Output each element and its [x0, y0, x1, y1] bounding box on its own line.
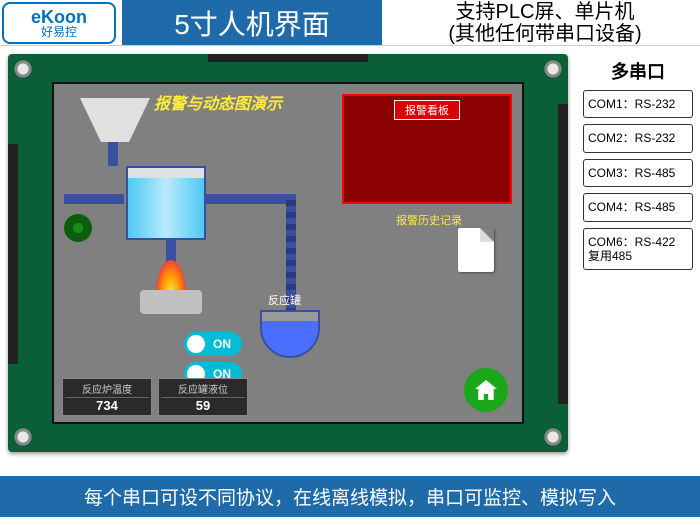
mount-hole-icon — [12, 58, 34, 80]
mount-hole-icon — [542, 426, 564, 448]
mount-hole-icon — [12, 426, 34, 448]
main-area: 报警与动态图演示 报警看板 报警历史记录 反应罐 — [0, 46, 700, 476]
lcd-screen: 报警与动态图演示 报警看板 报警历史记录 反应罐 — [52, 82, 524, 424]
toggle-1[interactable]: ON — [184, 332, 242, 356]
com-port-item: COM2：RS-232 — [583, 124, 693, 152]
logo-brand: eKoon — [31, 8, 87, 26]
connector-right — [558, 104, 568, 404]
com-list-title: 多串口 — [611, 58, 665, 84]
title-bar: 5寸人机界面 — [122, 0, 382, 45]
header: eKoon 好易控 5寸人机界面 支持PLC屏、单片机 (其他任何带串口设备) — [0, 0, 700, 46]
meter-value: 59 — [161, 398, 245, 413]
toggle-knob-icon — [187, 335, 205, 353]
reactor-vessel-icon — [126, 166, 206, 240]
footer-text: 每个串口可设不同协议，在线离线模拟，串口可监控、模拟写入 — [84, 483, 616, 510]
subtitle-line1: 支持PLC屏、单片机 — [456, 1, 635, 23]
pcb-board: 报警与动态图演示 报警看板 报警历史记录 反应罐 — [8, 54, 568, 452]
home-icon — [475, 380, 497, 400]
pipe-segment — [108, 142, 118, 166]
com-port-list: 多串口 COM1：RS-232 COM2：RS-232 COM3：RS-485 … — [576, 54, 700, 476]
meter-tank-level: 反应罐液位 59 — [158, 378, 248, 416]
fan-icon — [64, 214, 92, 242]
subtitle: 支持PLC屏、单片机 (其他任何带串口设备) — [382, 0, 700, 45]
footer-bar: 每个串口可设不同协议，在线离线模拟，串口可监控、模拟写入 — [0, 476, 700, 517]
history-log-icon[interactable] — [458, 228, 494, 272]
logo-sub: 好易控 — [41, 26, 77, 38]
com-port-item: COM6：RS-422 复用485 — [583, 228, 693, 271]
reaction-tank-icon — [260, 310, 320, 358]
meter-value: 734 — [65, 398, 149, 413]
home-button[interactable] — [464, 368, 508, 412]
com-port-item: COM3：RS-485 — [583, 159, 693, 187]
alarm-panel[interactable]: 报警看板 — [342, 94, 512, 204]
meter-furnace-temp: 反应炉温度 734 — [62, 378, 152, 416]
toggle-1-label: ON — [213, 337, 231, 351]
logo: eKoon 好易控 — [2, 2, 116, 44]
meter-label: 反应炉温度 — [65, 381, 149, 398]
pipe-segment — [206, 194, 296, 204]
alarm-panel-label: 报警看板 — [394, 100, 460, 120]
mount-hole-icon — [542, 58, 564, 80]
com-port-item: COM1：RS-232 — [583, 90, 693, 118]
subtitle-line2: (其他任何带串口设备) — [448, 23, 641, 45]
hopper-icon — [80, 98, 150, 142]
com-port-item: COM4：RS-485 — [583, 193, 693, 221]
furnace-icon — [140, 290, 202, 314]
connector-top — [208, 54, 368, 62]
page-title: 5寸人机界面 — [174, 3, 330, 43]
scene-title: 报警与动态图演示 — [154, 90, 282, 114]
flame-icon — [156, 260, 186, 294]
pipe-segment — [64, 194, 124, 204]
reaction-tank-label: 反应罐 — [268, 292, 301, 308]
connector-left — [8, 144, 18, 364]
meter-label: 反应罐液位 — [161, 381, 245, 398]
alarm-history-label: 报警历史记录 — [396, 212, 462, 228]
device-preview: 报警与动态图演示 报警看板 报警历史记录 反应罐 — [0, 54, 576, 476]
